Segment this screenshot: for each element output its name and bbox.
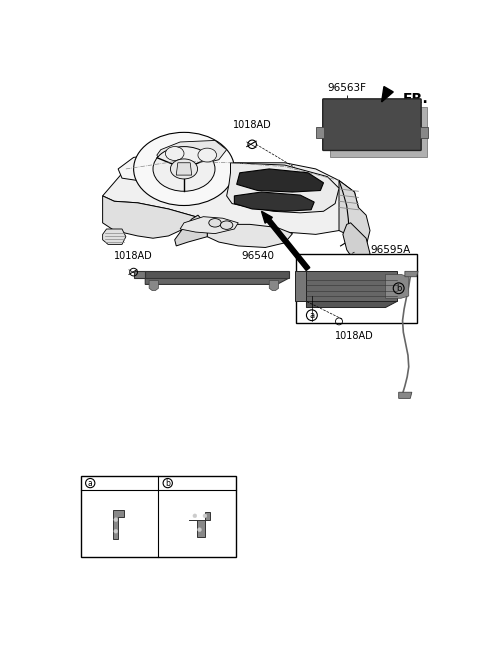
Polygon shape — [306, 271, 397, 302]
Circle shape — [198, 528, 202, 532]
Polygon shape — [343, 223, 370, 263]
Ellipse shape — [166, 147, 184, 160]
Circle shape — [193, 514, 197, 518]
Polygon shape — [118, 155, 161, 181]
Polygon shape — [133, 271, 145, 279]
Polygon shape — [420, 127, 428, 138]
Polygon shape — [399, 392, 412, 398]
Polygon shape — [405, 271, 418, 277]
Polygon shape — [175, 215, 207, 246]
Ellipse shape — [153, 147, 215, 191]
Text: 96155D: 96155D — [98, 478, 136, 488]
Polygon shape — [330, 107, 427, 158]
Ellipse shape — [209, 219, 221, 227]
FancyBboxPatch shape — [323, 99, 421, 150]
Polygon shape — [227, 163, 339, 213]
Polygon shape — [207, 225, 292, 248]
Polygon shape — [306, 302, 397, 307]
Text: b: b — [396, 284, 401, 293]
Polygon shape — [385, 275, 409, 298]
FancyArrow shape — [262, 212, 310, 271]
Polygon shape — [113, 510, 124, 539]
Polygon shape — [382, 87, 393, 102]
Polygon shape — [234, 192, 314, 212]
Text: 96563F: 96563F — [327, 83, 366, 93]
Polygon shape — [103, 229, 126, 244]
Polygon shape — [339, 181, 370, 254]
Polygon shape — [237, 169, 324, 192]
Circle shape — [422, 131, 427, 135]
Polygon shape — [316, 127, 324, 138]
Polygon shape — [176, 163, 192, 175]
Ellipse shape — [198, 148, 216, 162]
Polygon shape — [145, 279, 288, 284]
Circle shape — [114, 530, 118, 533]
Polygon shape — [103, 161, 359, 235]
Ellipse shape — [170, 159, 198, 179]
Text: 96595A: 96595A — [370, 245, 410, 255]
Text: 96540: 96540 — [241, 252, 274, 261]
Polygon shape — [157, 141, 227, 165]
Polygon shape — [295, 271, 306, 302]
Text: 1018AD: 1018AD — [114, 252, 153, 261]
Text: 1018AD: 1018AD — [335, 330, 374, 340]
Ellipse shape — [220, 221, 233, 229]
Polygon shape — [145, 271, 288, 279]
Circle shape — [203, 514, 207, 518]
Text: a: a — [88, 478, 93, 487]
Polygon shape — [149, 281, 158, 290]
Circle shape — [114, 518, 118, 522]
Polygon shape — [269, 281, 278, 290]
Polygon shape — [190, 512, 210, 537]
Text: a: a — [309, 311, 314, 320]
Polygon shape — [103, 196, 196, 238]
Text: 96155E: 96155E — [176, 478, 213, 488]
Text: FR.: FR. — [403, 92, 428, 106]
Polygon shape — [180, 217, 238, 234]
FancyBboxPatch shape — [296, 254, 417, 323]
FancyBboxPatch shape — [81, 476, 236, 557]
Text: 96560F: 96560F — [304, 273, 343, 283]
Text: 1018AD: 1018AD — [233, 120, 272, 131]
Ellipse shape — [133, 132, 234, 206]
Text: b: b — [165, 478, 170, 487]
